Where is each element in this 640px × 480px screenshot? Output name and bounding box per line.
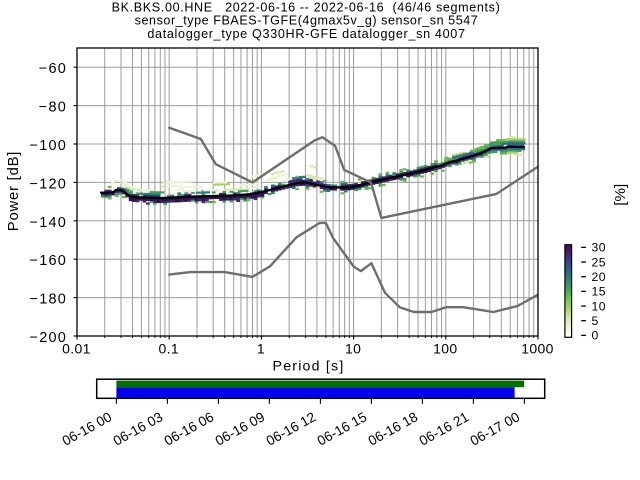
svg-text:10: 10 <box>345 340 361 356</box>
svg-text:30: 30 <box>592 241 607 255</box>
svg-text:−140: −140 <box>30 215 67 231</box>
svg-text:sensor_type FBAES-TGFE(4gmax5v: sensor_type FBAES-TGFE(4gmax5v_g) sensor… <box>135 13 479 27</box>
svg-text:Power [dB]: Power [dB] <box>6 151 22 231</box>
svg-text:−160: −160 <box>30 253 67 269</box>
svg-text:BK.BKS.00.HNE 2022-06-16 --: BK.BKS.00.HNE 2022-06-16 -- 2022-06-16 (… <box>112 0 501 14</box>
svg-text:0.1: 0.1 <box>158 340 179 356</box>
svg-text:−120: −120 <box>30 176 67 192</box>
svg-text:100: 100 <box>433 340 457 356</box>
svg-text:1000: 1000 <box>521 340 554 356</box>
svg-text:20: 20 <box>592 270 607 284</box>
svg-text:1: 1 <box>257 340 265 356</box>
svg-text:10: 10 <box>592 299 607 313</box>
svg-text:datalogger_type Q330HR-GFE dat: datalogger_type Q330HR-GFE datalogger_sn… <box>147 27 465 41</box>
svg-text:−100: −100 <box>30 138 67 154</box>
svg-text:0.01: 0.01 <box>62 340 91 356</box>
svg-text:[%]: [%] <box>612 184 629 206</box>
svg-text:0: 0 <box>592 329 599 343</box>
svg-text:−80: −80 <box>39 100 67 116</box>
svg-text:−60: −60 <box>39 61 67 77</box>
svg-text:15: 15 <box>592 285 607 299</box>
svg-text:Period [s]: Period [s] <box>273 358 345 374</box>
svg-text:5: 5 <box>592 314 599 328</box>
svg-text:25: 25 <box>592 255 607 269</box>
svg-text:−180: −180 <box>30 292 67 308</box>
svg-text:−200: −200 <box>30 330 67 346</box>
